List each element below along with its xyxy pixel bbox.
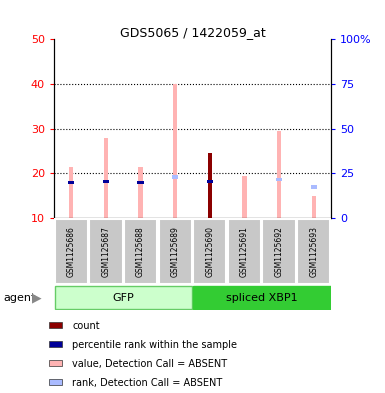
Bar: [297, 219, 330, 284]
Bar: [137, 180, 144, 184]
Bar: [172, 175, 178, 179]
Text: agent: agent: [4, 293, 36, 303]
Text: GSM1125687: GSM1125687: [101, 226, 110, 277]
Bar: [104, 138, 108, 218]
Bar: [124, 219, 157, 284]
Text: rank, Detection Call = ABSENT: rank, Detection Call = ABSENT: [72, 378, 223, 388]
Bar: [276, 178, 282, 182]
Text: percentile rank within the sample: percentile rank within the sample: [72, 340, 238, 350]
Bar: [69, 167, 73, 218]
Bar: [55, 286, 192, 309]
Bar: [159, 219, 192, 284]
Text: count: count: [72, 321, 100, 331]
Bar: [228, 219, 261, 284]
Text: GSM1125691: GSM1125691: [240, 226, 249, 277]
Text: GSM1125689: GSM1125689: [171, 226, 180, 277]
Bar: [139, 167, 142, 218]
Text: GFP: GFP: [112, 293, 134, 303]
Bar: [193, 286, 332, 309]
Bar: [311, 185, 317, 189]
Bar: [55, 219, 88, 284]
Bar: [173, 84, 177, 218]
Bar: [68, 180, 74, 184]
Bar: [207, 180, 213, 183]
Bar: [312, 196, 316, 218]
Text: spliced XBP1: spliced XBP1: [226, 293, 298, 303]
Text: value, Detection Call = ABSENT: value, Detection Call = ABSENT: [72, 359, 228, 369]
Bar: [49, 379, 62, 386]
Bar: [49, 322, 62, 328]
Bar: [277, 131, 281, 218]
Bar: [263, 219, 296, 284]
Bar: [49, 360, 62, 366]
Text: GSM1125688: GSM1125688: [136, 226, 145, 277]
Text: ▶: ▶: [32, 291, 42, 304]
Bar: [243, 176, 246, 218]
Text: GSM1125693: GSM1125693: [309, 226, 318, 277]
Bar: [208, 153, 212, 218]
Bar: [89, 219, 122, 284]
Bar: [49, 341, 62, 347]
Bar: [193, 219, 226, 284]
Bar: [103, 180, 109, 183]
Text: GSM1125690: GSM1125690: [205, 226, 214, 277]
Text: GSM1125692: GSM1125692: [275, 226, 284, 277]
Text: GSM1125686: GSM1125686: [67, 226, 76, 277]
Text: GDS5065 / 1422059_at: GDS5065 / 1422059_at: [120, 26, 265, 39]
